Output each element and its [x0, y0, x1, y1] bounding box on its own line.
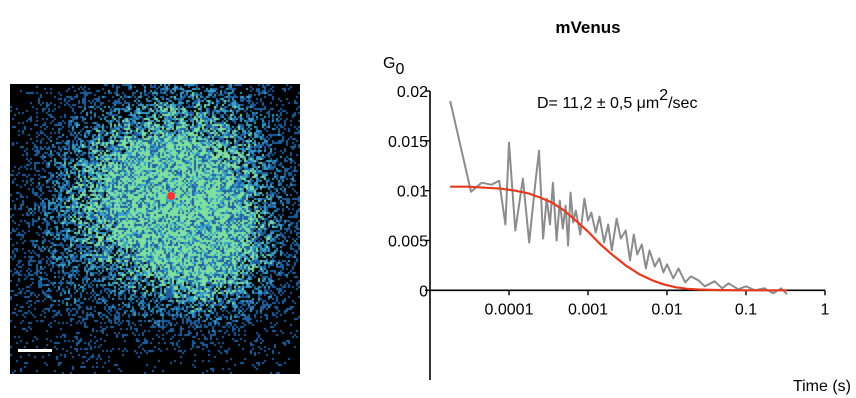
fluorescence-canvas — [10, 84, 300, 374]
x-tick-label: 0.1 — [735, 301, 757, 318]
fit-curve — [450, 185, 787, 292]
y-tick-label: 0.015 — [388, 134, 428, 151]
x-axis-label: Time (s) — [793, 378, 851, 395]
annotation-prefix: D= 11,2 ± 0,5 μm — [537, 95, 659, 112]
chart-title: mVenus — [555, 18, 620, 37]
x-tick-label: 0.0001 — [485, 301, 534, 318]
y-tick-label: 0 — [419, 283, 428, 300]
axes: 0 0.005 0.01 0.015 0.02 0.0001 0.001 0.01 0.1 1 — [388, 84, 830, 380]
annotation-suffix: /sec — [668, 95, 697, 112]
roi-marker — [167, 192, 175, 200]
x-tick-label: 1 — [821, 301, 830, 318]
annotation-superscript: 2 — [659, 87, 668, 104]
microscopy-image — [10, 84, 300, 374]
y-tick-label: 0.02 — [397, 84, 428, 101]
y-axis-label-main: G — [383, 55, 395, 72]
x-tick-label: 0.01 — [651, 301, 682, 318]
diffusion-annotation: D= 11,2 ± 0,5 μm2/sec — [537, 87, 697, 112]
y-tick-label: 0.01 — [397, 184, 428, 201]
series-layer — [449, 100, 788, 295]
y-axis-label-subscript: 0 — [395, 61, 404, 78]
data-curve — [449, 100, 788, 295]
y-tick-label: 0.005 — [388, 233, 428, 250]
x-tick-label: 0.001 — [568, 301, 608, 318]
scale-bar — [18, 349, 52, 352]
y-axis-label: G0 — [383, 55, 404, 78]
